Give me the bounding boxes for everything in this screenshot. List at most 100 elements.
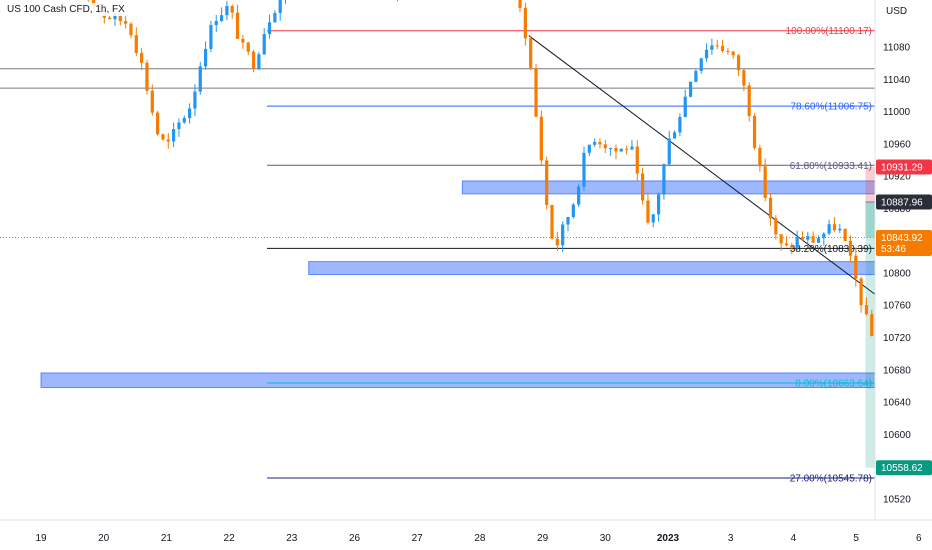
candle-body (747, 85, 751, 116)
candle-body (832, 224, 837, 231)
candle-body (140, 52, 144, 63)
candle-body (651, 214, 655, 223)
candle-body (529, 38, 533, 69)
candle-body (598, 142, 602, 145)
price-tick-label: 11040 (883, 75, 911, 86)
candle-body (625, 148, 629, 150)
price-tag-countdown: 53:46 (881, 244, 906, 255)
time-tick-label: 20 (98, 533, 110, 544)
candle-body (582, 152, 586, 187)
candle-body (145, 62, 149, 91)
candle-body (752, 115, 757, 148)
candle-body (870, 314, 874, 336)
candle-body (822, 233, 826, 238)
price-tag-label: 10887.96 (881, 197, 923, 208)
candle-body (545, 160, 549, 206)
candle-body (278, 0, 282, 14)
fib-level-label: 61.80%(10933.41) (790, 161, 872, 172)
price-tag (876, 159, 932, 175)
price-tick-label: 10640 (883, 398, 911, 409)
candle-body (859, 278, 863, 306)
candle-body (566, 217, 570, 225)
candle-body (518, 0, 522, 8)
candle-body (561, 224, 565, 246)
candle-body (118, 13, 122, 22)
candle-body (134, 35, 138, 53)
candle-body (790, 245, 794, 248)
candle-body (843, 228, 847, 241)
candle-body (736, 55, 741, 71)
candle-body (587, 144, 591, 153)
candle-body (827, 224, 831, 234)
candle-body (150, 90, 154, 113)
candle-body (262, 34, 266, 55)
candle-body (214, 21, 218, 26)
candle-body (92, 0, 96, 6)
candle-body (172, 129, 176, 142)
zone-rect (308, 261, 876, 276)
candle-body (806, 236, 810, 240)
candle-body (763, 166, 767, 198)
candle-body (241, 38, 245, 43)
candle-body (124, 21, 128, 24)
candle-body (715, 45, 719, 47)
candle-body (539, 116, 543, 161)
candle-body (688, 81, 693, 97)
candle-body (816, 237, 821, 243)
candle-body (246, 42, 250, 52)
time-tick-label: 27 (412, 533, 424, 544)
candle-body (672, 132, 677, 139)
candle-body (203, 48, 208, 67)
candle-body (251, 51, 256, 69)
time-tick-label: 28 (474, 533, 486, 544)
candle-body (800, 237, 805, 240)
candle-body (113, 13, 117, 20)
candle-body (177, 122, 181, 130)
candle-body (267, 22, 272, 35)
chart-title: US 100 Cash CFD, 1h, FX (4, 3, 128, 16)
candle-body (848, 240, 853, 256)
time-tick-label: 30 (600, 533, 612, 544)
candle-body (225, 6, 229, 16)
price-tick-label: 10960 (883, 139, 911, 150)
time-tick-label: 5 (853, 533, 859, 544)
price-tag-label: 10931.29 (881, 162, 923, 173)
candle-body (550, 205, 554, 239)
time-tick-label: 26 (349, 533, 361, 544)
time-tick-label: 21 (161, 533, 173, 544)
candle-body (209, 25, 213, 49)
price-tag-label: 10558.62 (881, 463, 923, 474)
price-tick-label: 10600 (883, 430, 911, 441)
time-tick-label: 22 (224, 533, 236, 544)
candle-body (273, 13, 277, 23)
candle-body (864, 305, 869, 315)
price-tick-label: 10920 (883, 172, 911, 183)
fib-level-label: 78.60%(11006.75) (790, 102, 872, 113)
candle-body (726, 51, 730, 53)
price-tick-label: 10680 (883, 365, 911, 376)
candle-body (257, 54, 261, 69)
candle-body (667, 138, 671, 165)
candle-body (609, 148, 613, 150)
candle-body (768, 197, 773, 219)
candle-body (795, 237, 799, 248)
fib-level-label: −27.00%(10545.78) (784, 474, 872, 485)
candle-body (811, 236, 815, 243)
candle-body (838, 228, 842, 231)
candle-body (731, 51, 735, 56)
fib-level-label: 0.00%(10663.64) (795, 378, 872, 389)
candle-body (656, 194, 661, 215)
candle-body (641, 173, 645, 201)
candle-body (774, 218, 778, 235)
candle-body (156, 112, 160, 135)
candle-body (742, 70, 746, 86)
candle-body (662, 164, 666, 195)
price-tag (876, 460, 932, 476)
candle-body (614, 148, 618, 152)
fib-level-label: 100.00%(11100.17) (786, 26, 872, 37)
candle-body (129, 23, 133, 36)
zone-rect (40, 372, 876, 389)
price-tick-label: 10760 (883, 301, 911, 312)
candle-body (193, 91, 197, 109)
